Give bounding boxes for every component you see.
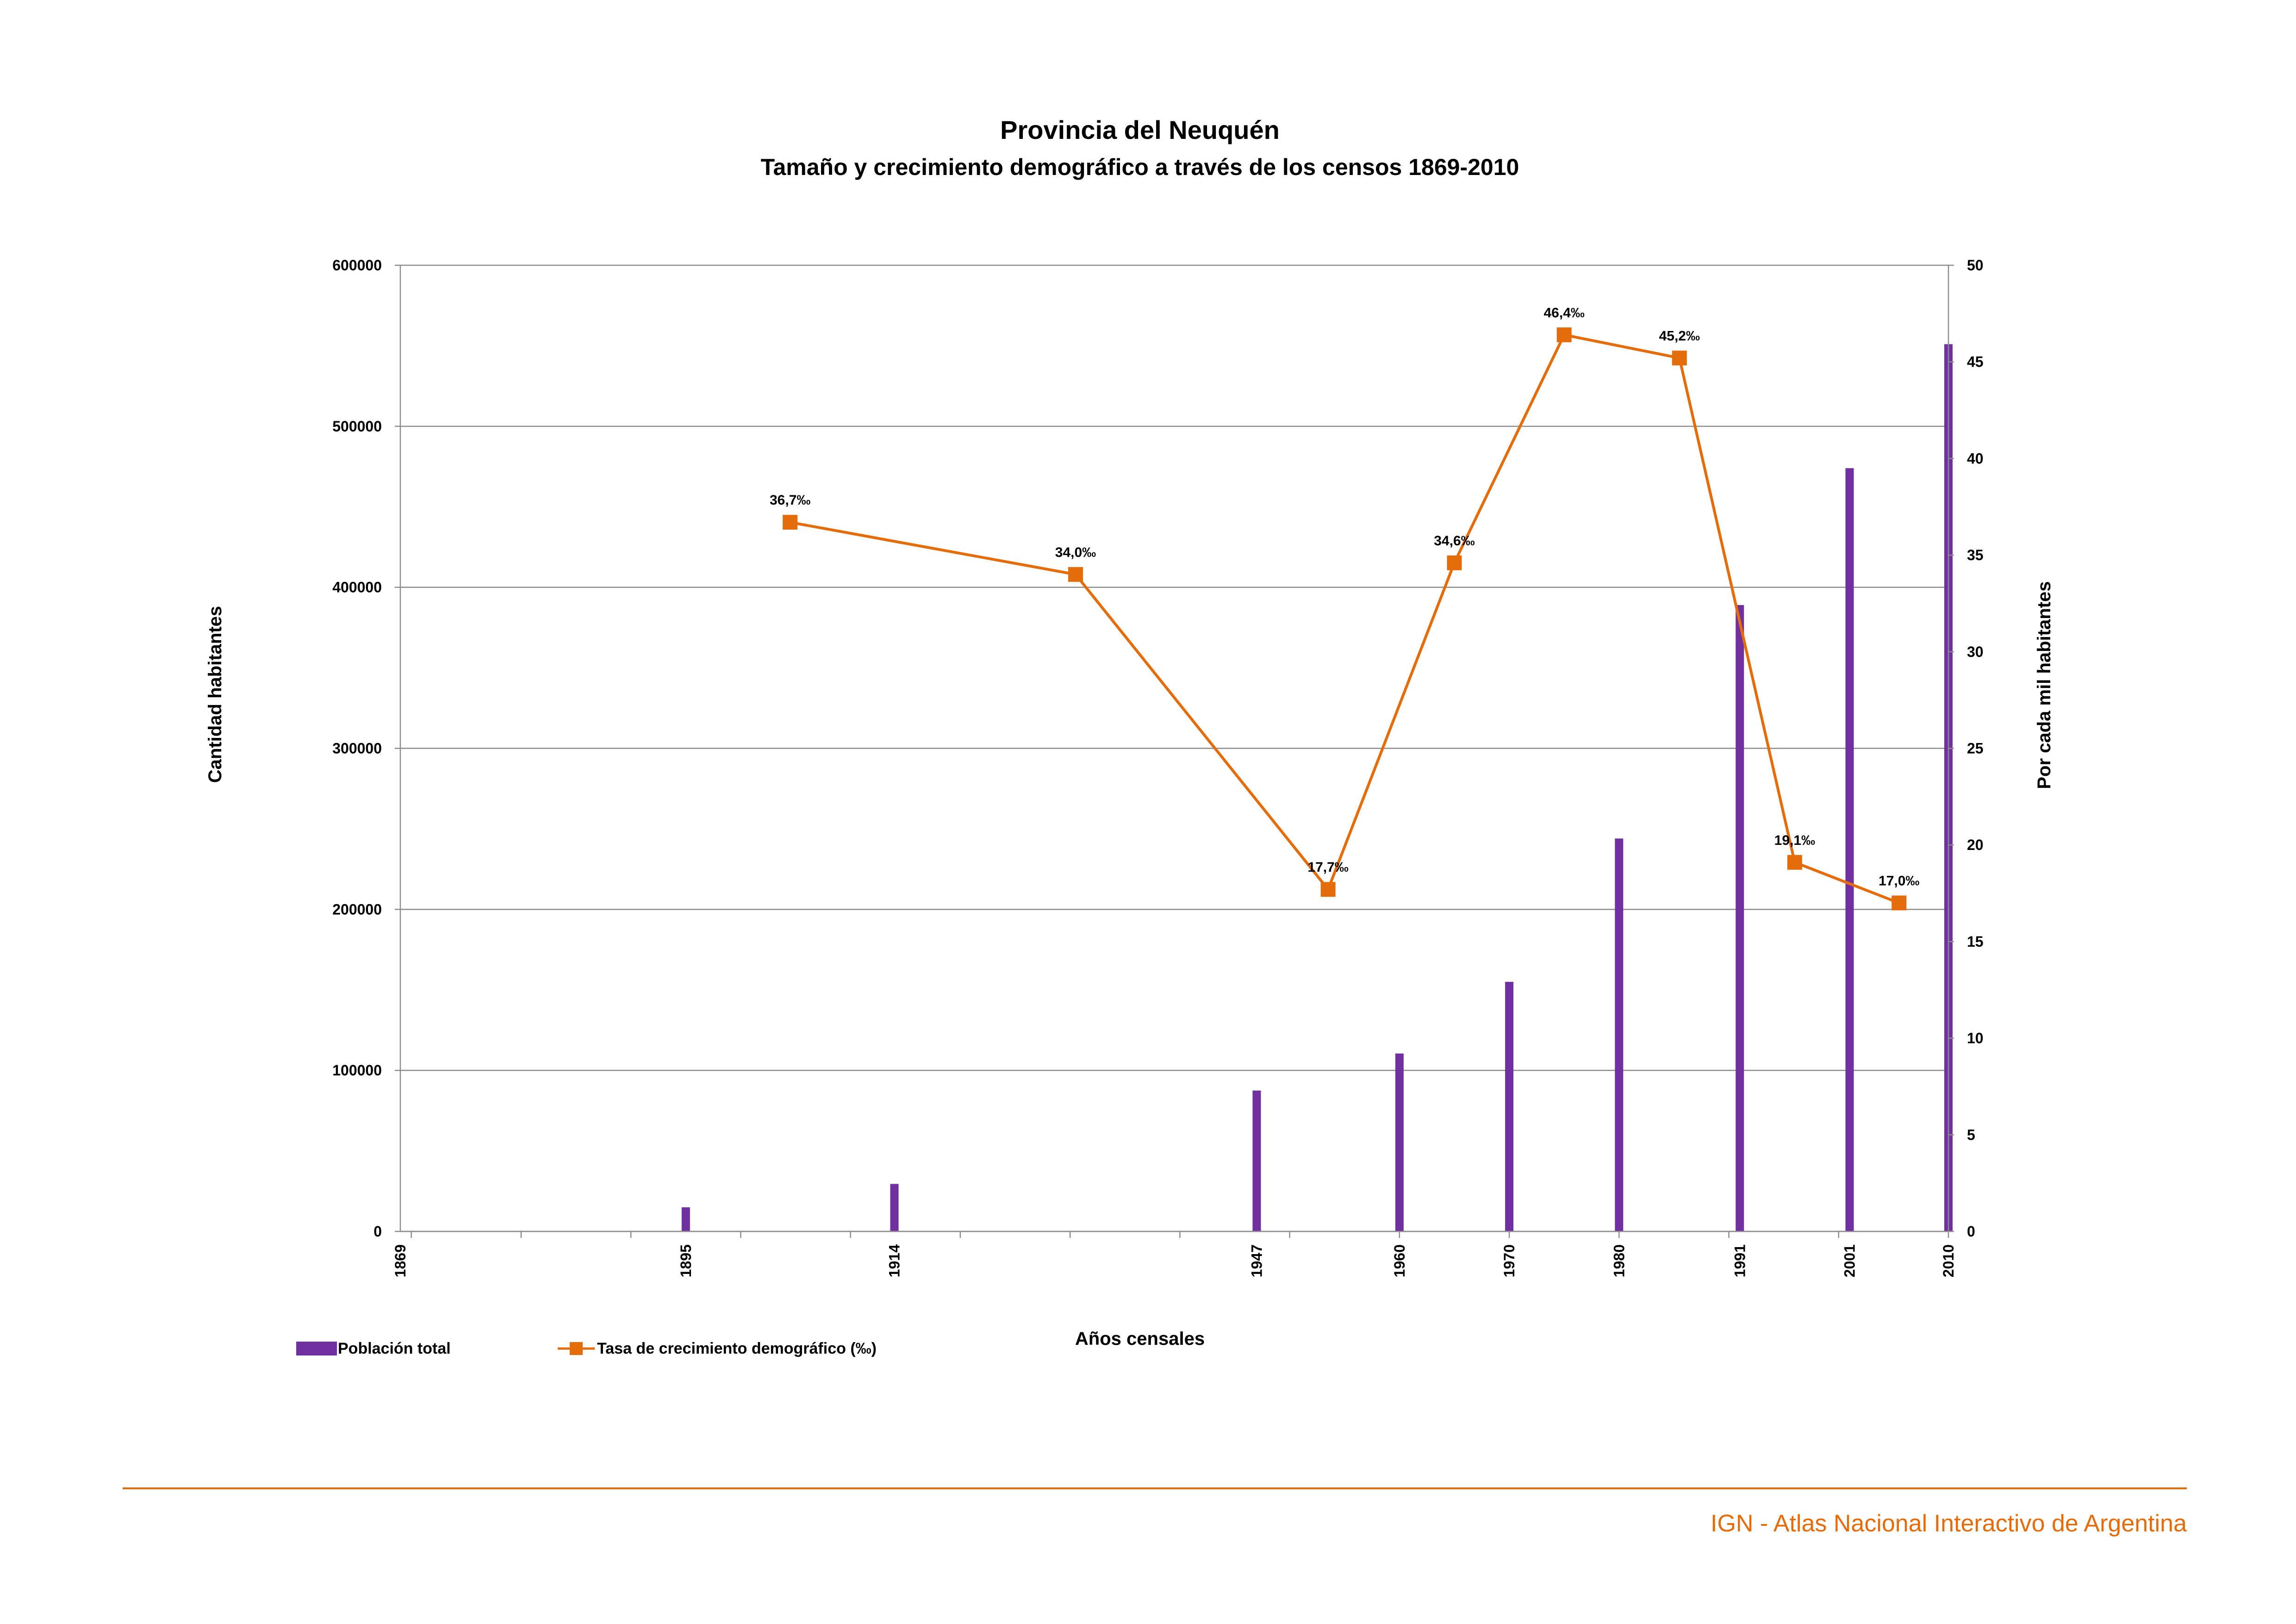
line-series: 36,7‰ 34,0‰ 17,7‰ 34,6‰ 46,4‰ 45,2‰ 19,1‰ 17,0‰ bbox=[770, 305, 1919, 911]
data-label: 34,6‰ bbox=[1434, 533, 1475, 549]
data-label: 46,4‰ bbox=[1543, 305, 1584, 320]
y-tick-label: 400000 bbox=[332, 579, 382, 596]
footer-credit: IGN - Atlas Nacional Interactivo de Arge… bbox=[1711, 1510, 2187, 1537]
bar bbox=[1615, 838, 1624, 1231]
x-axis-title: Años censales bbox=[1075, 1329, 1205, 1349]
bar bbox=[1395, 1053, 1404, 1231]
x-tick-label: 2010 bbox=[1940, 1244, 1957, 1277]
y-tick-label: 100000 bbox=[332, 1062, 382, 1079]
y2-tick-label: 45 bbox=[1967, 354, 1984, 370]
y-tick-label: 200000 bbox=[332, 901, 382, 918]
data-label: 17,0‰ bbox=[1879, 873, 1919, 888]
x-tick-label: 1991 bbox=[1731, 1244, 1748, 1277]
legend: Población total Tasa de crecimiento demo… bbox=[296, 1340, 877, 1357]
bar bbox=[1736, 605, 1744, 1231]
line-point bbox=[1892, 895, 1907, 911]
tick-labels: 0 100000 200000 300000 400000 500000 600000 0 5 1… bbox=[332, 257, 1983, 1277]
y-tick-label: 0 bbox=[373, 1223, 382, 1240]
legend-swatch-poblacion bbox=[296, 1342, 337, 1355]
y2-tick-label: 5 bbox=[1967, 1126, 1975, 1143]
data-label: 17,7‰ bbox=[1307, 860, 1348, 875]
x-tick-label: 1869 bbox=[392, 1244, 409, 1277]
y2-tick-label: 0 bbox=[1967, 1223, 1975, 1240]
data-label: 36,7‰ bbox=[770, 493, 810, 508]
y2-tick-label: 10 bbox=[1967, 1030, 1984, 1047]
y2-tick-label: 50 bbox=[1967, 257, 1984, 274]
bar bbox=[1505, 981, 1514, 1231]
x-tick-label: 1895 bbox=[678, 1244, 694, 1277]
bar bbox=[890, 1184, 899, 1231]
line-point bbox=[1068, 567, 1083, 582]
data-label: 45,2‰ bbox=[1659, 328, 1700, 344]
bar bbox=[1845, 468, 1854, 1231]
x-tick-label: 1980 bbox=[1611, 1244, 1627, 1277]
y-tick-label: 300000 bbox=[332, 740, 382, 757]
bar-series bbox=[681, 344, 1953, 1231]
y-axis-title: Cantidad habitantes bbox=[205, 606, 225, 783]
series-line bbox=[790, 333, 1900, 905]
bar bbox=[681, 1207, 690, 1231]
y2-axis-title: Por cada mil habitantes bbox=[2034, 581, 2054, 789]
x-tick-label: 1914 bbox=[886, 1244, 903, 1277]
legend-label-poblacion: Población total bbox=[338, 1340, 451, 1357]
data-label: 19,1‰ bbox=[1774, 833, 1815, 848]
y2-tick-label: 25 bbox=[1967, 740, 1984, 757]
x-tick-label: 1947 bbox=[1248, 1244, 1265, 1277]
y2-tick-label: 15 bbox=[1967, 933, 1984, 950]
y2-tick-label: 40 bbox=[1967, 450, 1984, 467]
axes bbox=[395, 264, 1954, 1238]
bar bbox=[1252, 1090, 1261, 1231]
y2-tick-label: 35 bbox=[1967, 547, 1984, 563]
line-point bbox=[1787, 855, 1802, 870]
x-tick-label: 1960 bbox=[1391, 1244, 1408, 1277]
y2-tick-label: 20 bbox=[1967, 837, 1984, 853]
chart-subtitle: Tamaño y crecimiento demográfico a travé… bbox=[761, 154, 1519, 180]
chart-title: Provincia del Neuquén bbox=[1000, 115, 1280, 144]
y-tick-label: 600000 bbox=[332, 257, 382, 274]
line-point bbox=[1556, 327, 1572, 343]
data-label: 34,0‰ bbox=[1055, 545, 1096, 560]
y2-tick-label: 30 bbox=[1967, 643, 1984, 660]
legend-label-tasa: Tasa de crecimiento demográfico (‰) bbox=[597, 1340, 877, 1357]
legend-marker-tasa bbox=[570, 1342, 583, 1355]
line-point bbox=[1447, 555, 1462, 570]
x-tick-label: 1970 bbox=[1501, 1244, 1518, 1277]
line-point bbox=[1672, 350, 1687, 366]
line-point bbox=[1320, 882, 1336, 897]
x-tick-label: 2001 bbox=[1841, 1244, 1858, 1277]
gridlines bbox=[400, 264, 1948, 1232]
y-tick-label: 500000 bbox=[332, 418, 382, 435]
line-point bbox=[783, 515, 798, 530]
